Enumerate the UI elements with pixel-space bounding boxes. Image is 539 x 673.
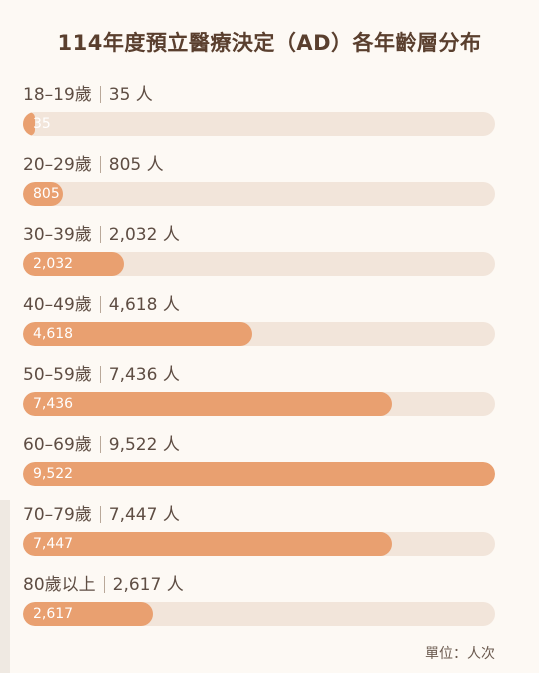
count-label: 4,618 人 xyxy=(108,295,180,315)
row-label: 60–69歲 9,522 人 xyxy=(23,434,180,456)
bar-row: 30–39歲 2,032 人 2,032 xyxy=(23,224,495,294)
count-label: 2,032 人 xyxy=(108,225,180,245)
label-separator xyxy=(99,366,101,383)
category-label: 30–39歲 xyxy=(23,225,92,245)
label-separator xyxy=(99,226,101,243)
row-label: 40–49歲 4,618 人 xyxy=(23,294,180,316)
row-label: 20–29歲 805 人 xyxy=(23,154,164,176)
label-separator xyxy=(99,86,101,103)
row-label: 50–59歲 7,436 人 xyxy=(23,364,180,386)
bar xyxy=(23,462,495,486)
bar-value-label: 7,447 xyxy=(33,536,74,552)
bar xyxy=(23,112,35,136)
left-edge-strip xyxy=(0,500,10,673)
bar-track: 2,032 xyxy=(23,252,495,276)
bar-track: 2,617 xyxy=(23,602,495,626)
count-label: 7,447 人 xyxy=(108,505,180,525)
category-label: 60–69歲 xyxy=(23,435,92,455)
bar-value-label: 7,436 xyxy=(33,396,74,412)
label-separator xyxy=(99,296,101,313)
bar-row: 40–49歲 4,618 人 4,618 xyxy=(23,294,495,364)
count-label: 2,617 人 xyxy=(112,575,184,595)
category-label: 40–49歲 xyxy=(23,295,92,315)
row-label: 30–39歲 2,032 人 xyxy=(23,224,180,246)
chart-title: 114年度預立醫療決定（AD）各年齡層分布 xyxy=(57,31,482,55)
bar xyxy=(23,182,63,206)
bar-row: 50–59歲 7,436 人 7,436 xyxy=(23,364,495,434)
bar-value-label: 805 xyxy=(33,186,60,202)
row-label: 18–19歲 35 人 xyxy=(23,84,153,106)
bar-track: 7,447 xyxy=(23,532,495,556)
row-label: 80歲以上 2,617 人 xyxy=(23,574,184,596)
bar-track: 7,436 xyxy=(23,392,495,416)
label-separator xyxy=(99,506,101,523)
bar-value-label: 2,617 xyxy=(33,606,74,622)
bar-row: 80歲以上 2,617 人 2,617 xyxy=(23,574,495,644)
bar-track: 35 xyxy=(23,112,495,136)
bar xyxy=(23,392,392,416)
category-label: 20–29歲 xyxy=(23,155,92,175)
count-label: 9,522 人 xyxy=(108,435,180,455)
bar-track: 9,522 xyxy=(23,462,495,486)
bar-value-label: 2,032 xyxy=(33,256,74,272)
count-label: 35 人 xyxy=(108,85,153,105)
bar-value-label: 9,522 xyxy=(33,466,74,482)
count-label: 7,436 人 xyxy=(108,365,180,385)
bar-row: 70–79歲 7,447 人 7,447 xyxy=(23,504,495,574)
bar xyxy=(23,322,252,346)
bar-row: 18–19歲 35 人 35 xyxy=(23,84,495,154)
bar-value-label: 4,618 xyxy=(33,326,74,342)
bar-row: 20–29歲 805 人 805 xyxy=(23,154,495,224)
bar-row: 60–69歲 9,522 人 9,522 xyxy=(23,434,495,504)
label-separator xyxy=(99,156,101,173)
bar xyxy=(23,602,153,626)
bar-track: 805 xyxy=(23,182,495,206)
category-label: 18–19歲 xyxy=(23,85,92,105)
row-label: 70–79歲 7,447 人 xyxy=(23,504,180,526)
label-separator xyxy=(99,436,101,453)
category-label: 70–79歲 xyxy=(23,505,92,525)
bar-value-label: 35 xyxy=(33,116,51,132)
unit-note: 單位：人次 xyxy=(425,646,495,662)
category-label: 80歲以上 xyxy=(23,575,96,595)
bar-track: 4,618 xyxy=(23,322,495,346)
count-label: 805 人 xyxy=(108,155,164,175)
bar xyxy=(23,252,124,276)
category-label: 50–59歲 xyxy=(23,365,92,385)
label-separator xyxy=(103,576,105,593)
bar xyxy=(23,532,393,556)
